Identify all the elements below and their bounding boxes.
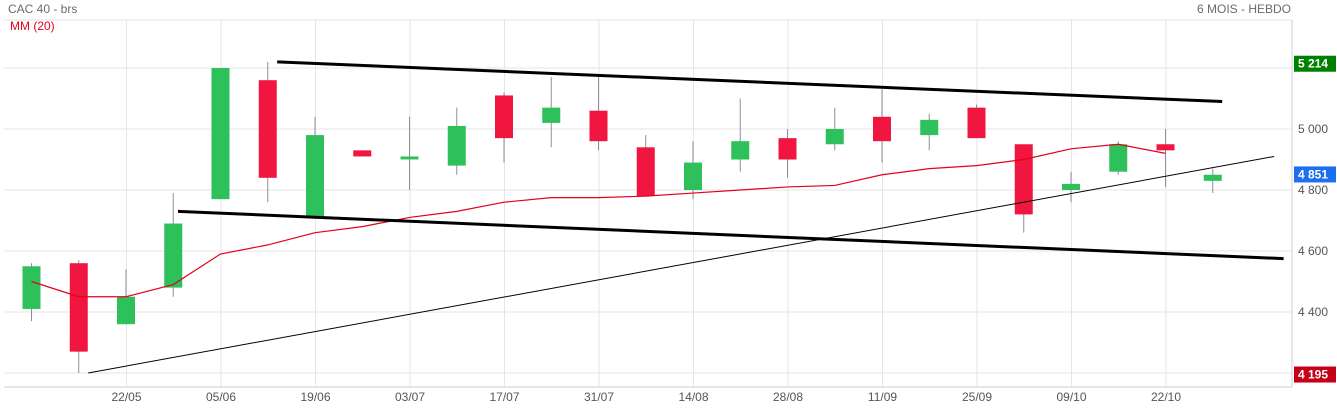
y-tick-label: 4 600 (1298, 244, 1328, 258)
x-tick-label: 14/08 (678, 390, 708, 404)
candle-body-up (542, 107, 561, 123)
candle-body-down (1156, 144, 1175, 151)
candle-body-up (400, 156, 419, 160)
x-tick-label: 19/06 (300, 390, 330, 404)
candle-body-up (117, 296, 135, 325)
x-tick-label: 22/05 (111, 390, 141, 404)
candle-body-up (306, 135, 324, 218)
x-tick-label: 05/06 (206, 390, 236, 404)
moving-average-line (31, 143, 1166, 298)
value-badge (1294, 366, 1336, 383)
value-badge-label: 5 214 (1298, 57, 1328, 71)
candle-body-up (1109, 144, 1128, 172)
x-tick-label: 03/07 (395, 390, 425, 404)
candle-body-up (164, 223, 183, 288)
y-tick-label: 4 400 (1298, 305, 1328, 319)
candle-body-up (684, 162, 702, 190)
period-label: 6 MOIS - HEBDO (1196, 2, 1291, 16)
candle-body-up (825, 129, 844, 145)
candle-body-down (589, 110, 608, 142)
channel-trendline (177, 209, 1284, 261)
candle-body-up (211, 68, 230, 200)
y-tick-label: 5 000 (1298, 122, 1328, 136)
candle-body-up (731, 141, 750, 160)
value-badge-label: 4 195 (1298, 368, 1328, 382)
candle-body-up (920, 119, 939, 136)
y-tick-label: 4 800 (1298, 183, 1328, 197)
support-trendline (88, 155, 1275, 374)
value-badge-label: 4 851 (1298, 167, 1328, 181)
channel-trendline (277, 60, 1223, 104)
x-tick-label: 17/07 (489, 390, 519, 404)
candle-body-down (1014, 144, 1033, 215)
candle-body-down (258, 80, 277, 178)
x-tick-label: 25/09 (962, 390, 992, 404)
candle-body-down (873, 116, 891, 142)
value-badge (1294, 166, 1336, 183)
x-tick-label: 28/08 (773, 390, 803, 404)
candle-body-down (636, 147, 655, 197)
candle-body-up (22, 266, 41, 309)
moving-average-legend: MM (20) (10, 19, 55, 33)
value-badge (1294, 55, 1336, 72)
candle-body-down (353, 150, 372, 157)
candle-body-down (967, 107, 986, 139)
x-tick-label: 09/10 (1056, 390, 1086, 404)
candle-body-up (447, 125, 466, 166)
x-tick-label: 22/10 (1151, 390, 1181, 404)
x-tick-label: 11/09 (868, 390, 897, 404)
candle-body-down (778, 138, 797, 160)
candle-body-down (69, 263, 88, 352)
candle-body-up (1062, 183, 1080, 190)
candle-body-up (1203, 174, 1222, 181)
chart-title: CAC 40 - brs (8, 2, 78, 16)
x-tick-label: 31/07 (584, 390, 614, 404)
candle-body-down (495, 95, 513, 139)
